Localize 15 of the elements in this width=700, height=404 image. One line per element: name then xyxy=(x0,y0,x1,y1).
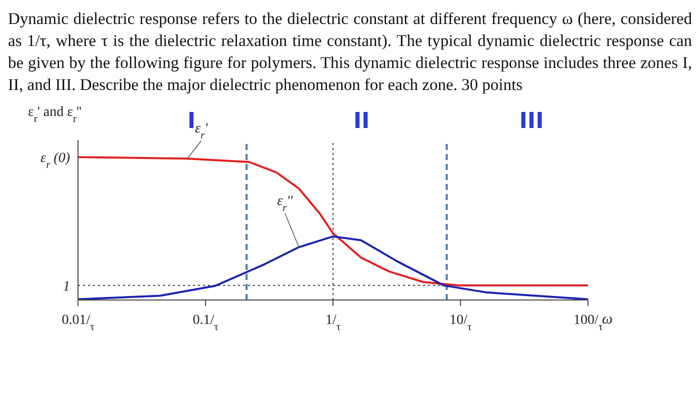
annotation: 1 xyxy=(63,279,70,294)
x-axis-title: ω xyxy=(602,311,613,328)
x-tick-label: 1/$_{τ}$ xyxy=(325,313,341,332)
y-axis-title: ε$_{r}$' and ε$_{r}$'' xyxy=(28,105,82,124)
x-tick-label: 0.1/$_{τ}$ xyxy=(192,313,218,332)
text: I xyxy=(187,109,196,134)
series-label: ε$_{r}$' xyxy=(194,122,209,142)
x-tick-label: 0.01/$_{τ}$ xyxy=(62,313,94,332)
x-tick-label: 10/$_{τ}$ xyxy=(449,313,472,332)
text: ε$_{r}$'' xyxy=(277,194,294,214)
x-tick-label: 100/$_{τ}$ xyxy=(573,313,603,332)
text: III xyxy=(519,109,544,134)
annotation: ε$_{r}$ (0) xyxy=(40,151,70,171)
text: II xyxy=(353,109,370,134)
chart-title: Dynamic dielectric response refers to the dielectric constant at different frequency ω (here, considered as 1/τ, where τ is the dielectric relaxation time constant). The typical dynamic dielectric response can be given by the following figure for polymers. This dynamic dielectric response includes three zones I, II, and III. Describe the major dielectric phenomenon for each zone. 30 points xyxy=(8,8,692,96)
